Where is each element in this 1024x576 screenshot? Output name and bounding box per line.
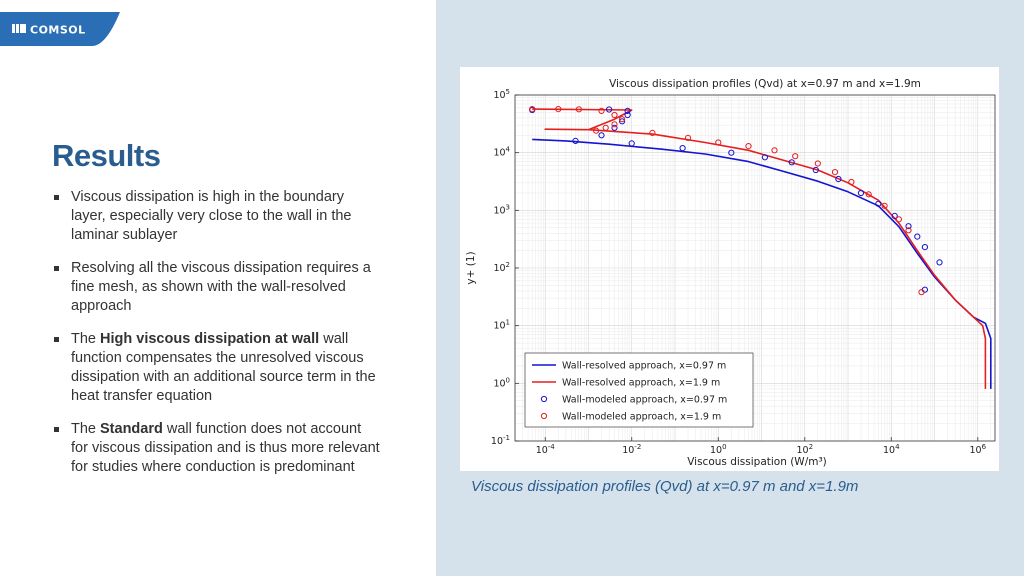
x-tick-label: 10-4 — [536, 443, 556, 456]
bullet-text: The — [71, 421, 101, 437]
series-marker-3 — [624, 107, 631, 115]
legend-swatch-marker — [540, 412, 548, 420]
series-marker-3 — [857, 189, 865, 197]
series-marker-3 — [624, 111, 631, 119]
bullet-marker — [54, 427, 59, 432]
series-marker-4 — [555, 106, 562, 113]
series-marker-4 — [831, 169, 839, 176]
bullet-list: Viscous dissipation is high in the bound… — [52, 188, 382, 491]
x-tick-label: 10-2 — [622, 443, 641, 456]
series-marker-3 — [891, 212, 898, 219]
bullet-text: wall function does not account for visco… — [71, 421, 380, 475]
series-marker-3 — [679, 145, 686, 152]
y-tick-label: 100 — [493, 376, 510, 389]
y-tick-label: 102 — [493, 261, 510, 274]
series-marker-3 — [572, 137, 579, 145]
chart-title: Viscous dissipation profiles (Qvd) at x=… — [609, 78, 921, 90]
series-marker-4 — [611, 121, 618, 128]
series-marker-3 — [905, 223, 912, 230]
series-marker-3 — [598, 132, 605, 139]
bullet-marker — [54, 266, 59, 271]
comsol-logo: COMSOL — [0, 12, 120, 46]
y-tick-label: 104 — [493, 146, 510, 159]
figure-caption: Viscous dissipation profiles (Qvd) at x=… — [471, 478, 859, 495]
series-marker-4 — [865, 191, 872, 198]
series-marker-4 — [684, 134, 692, 142]
series-marker-4 — [771, 147, 778, 154]
series-marker-3 — [875, 200, 882, 207]
bullet-item: Viscous dissipation is high in the bound… — [52, 188, 382, 245]
series-marker-4 — [602, 124, 609, 131]
legend-label: Wall-modeled approach, x=1.9 m — [562, 412, 721, 423]
y-tick-label: 101 — [493, 319, 510, 332]
y-tick-label: 10-1 — [491, 434, 510, 447]
y-axis-label: y+ (1) — [465, 251, 477, 284]
bullet-marker — [54, 337, 59, 342]
series-marker-3 — [788, 159, 795, 166]
bullet-emphasis: Standard — [100, 421, 163, 437]
legend: Wall-resolved approach, x=0.97 m Wall-res… — [524, 352, 754, 428]
legend-label: Wall-resolved approach, x=0.97 m — [562, 361, 726, 372]
series-marker-3 — [619, 118, 626, 125]
series-line-2 — [532, 108, 987, 389]
legend-label: Wall-resolved approach, x=1.9 m — [562, 378, 720, 389]
chart: Viscous dissipation profiles (Qvd) at x=… — [465, 78, 996, 468]
bullet-item: The Standard wall function does not acco… — [52, 420, 382, 477]
bullet-emphasis: High viscous dissipation at wall — [100, 331, 320, 347]
series-marker-3 — [761, 154, 768, 161]
bullet-item: Resolving all the viscous dissipation re… — [52, 259, 382, 316]
series-marker-4 — [619, 116, 626, 123]
series-marker-4 — [649, 129, 656, 137]
legend-label: Wall-modeled approach, x=0.97 m — [562, 395, 727, 406]
x-tick-label: 102 — [796, 443, 813, 456]
legend-swatch-marker — [540, 395, 548, 403]
x-tick-label: 106 — [970, 443, 987, 456]
series-marker-3 — [606, 106, 613, 113]
x-tick-label: 100 — [710, 443, 727, 456]
series-marker-3 — [936, 259, 943, 266]
series-marker-4 — [895, 216, 902, 223]
series-marker-4 — [905, 227, 912, 234]
x-axis-label: Viscous dissipation (W/m³) — [687, 456, 827, 468]
series-marker-3 — [921, 244, 928, 251]
series-marker-4 — [881, 202, 888, 209]
series-marker-4 — [814, 160, 821, 167]
bullet-text: Resolving all the viscous dissipation re… — [71, 260, 371, 314]
series-marker-4 — [575, 106, 583, 113]
slide-title: Results — [52, 138, 161, 173]
series-marker-4 — [792, 153, 799, 160]
x-tick-label: 104 — [883, 443, 900, 456]
svg-text:COMSOL: COMSOL — [30, 24, 86, 37]
series-marker-4 — [715, 139, 722, 146]
series-marker-3 — [628, 140, 635, 147]
series-marker-4 — [848, 178, 855, 186]
chart-panel: Viscous dissipation profiles (Qvd) at x=… — [460, 67, 999, 471]
series-marker-3 — [812, 166, 819, 174]
series-marker-4 — [918, 289, 925, 296]
series-marker-3 — [728, 149, 735, 156]
series-marker-4 — [593, 127, 600, 134]
series-marker-4 — [529, 106, 536, 113]
series-marker-3 — [611, 124, 618, 131]
bullet-item: The High viscous dissipation at wall wal… — [52, 330, 382, 406]
series-marker-4 — [598, 107, 605, 115]
series-marker-4 — [611, 111, 618, 119]
bullet-text: The — [71, 331, 101, 347]
y-tick-label: 105 — [493, 88, 510, 101]
content-area: COMSOL Results Viscous dissipation is hi… — [0, 0, 436, 576]
bullet-marker — [54, 195, 59, 200]
series-marker-3 — [914, 233, 921, 240]
y-tick-label: 103 — [493, 203, 510, 216]
bullet-text: wall function compensates the unresolved… — [71, 331, 376, 404]
series-marker-4 — [745, 143, 752, 150]
series-marker-3 — [835, 175, 842, 183]
bullet-text: Viscous dissipation is high in the bound… — [71, 189, 352, 243]
